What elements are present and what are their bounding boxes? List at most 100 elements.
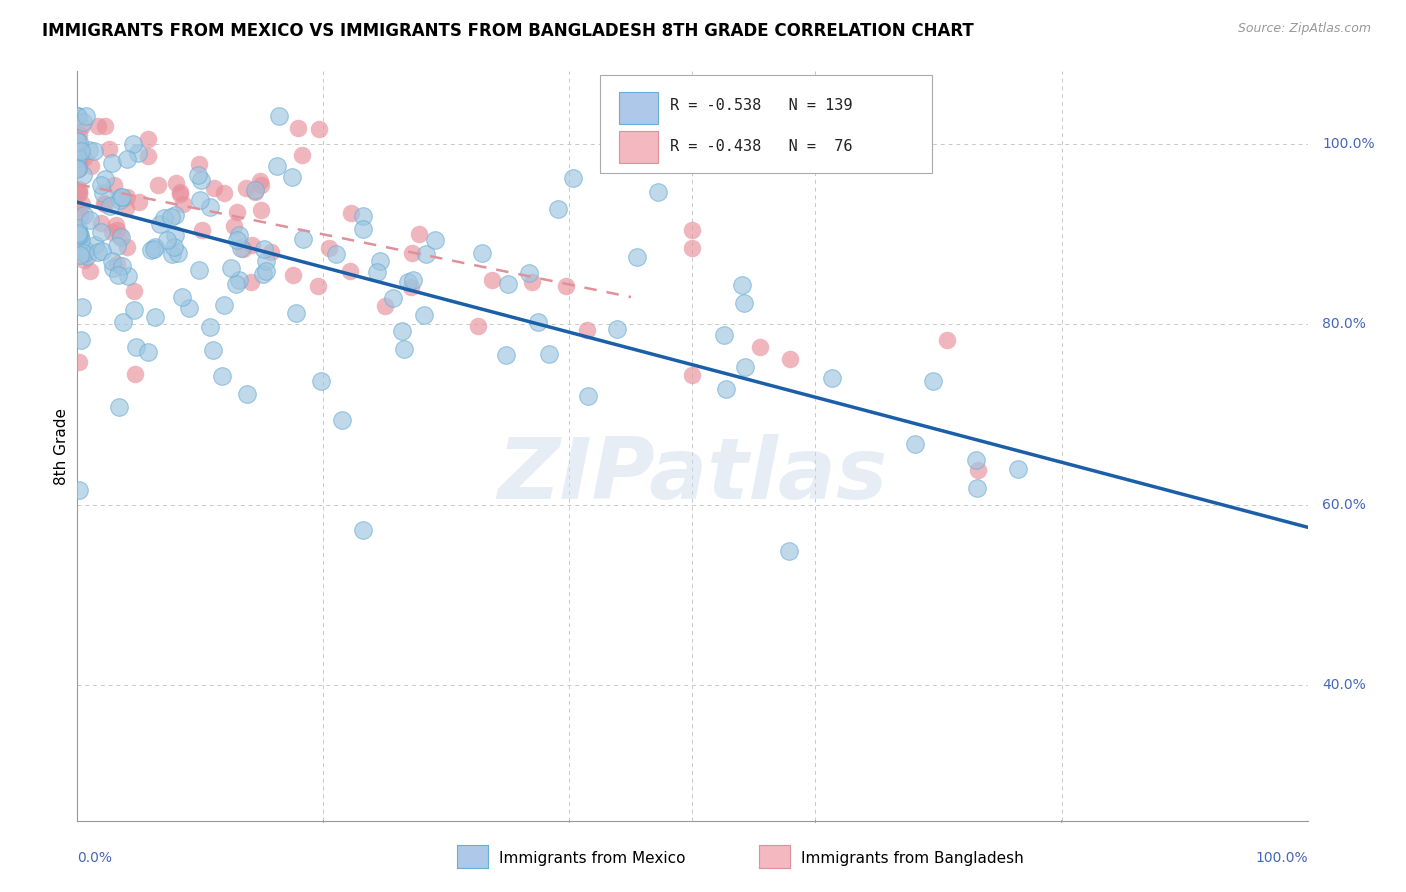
Point bbox=[67, 227, 90, 242]
Point bbox=[413, 308, 436, 322]
Point bbox=[72, 115, 94, 129]
Point bbox=[101, 260, 124, 275]
Point bbox=[308, 278, 330, 293]
FancyBboxPatch shape bbox=[619, 93, 658, 124]
Point bbox=[155, 233, 177, 247]
Point bbox=[228, 273, 250, 287]
Point bbox=[141, 244, 163, 258]
Point bbox=[401, 279, 423, 293]
Point bbox=[73, 208, 96, 222]
Point bbox=[467, 319, 489, 334]
Point bbox=[67, 203, 90, 218]
Text: ZIPatlas: ZIPatlas bbox=[498, 434, 887, 517]
Point bbox=[287, 120, 309, 135]
Point bbox=[67, 153, 90, 168]
Point bbox=[69, 144, 91, 158]
Point bbox=[108, 229, 131, 244]
Point bbox=[72, 168, 94, 182]
Point bbox=[231, 241, 253, 255]
Point bbox=[245, 183, 267, 197]
Point bbox=[76, 249, 98, 263]
Point bbox=[67, 354, 90, 368]
Point bbox=[682, 241, 704, 255]
Point bbox=[107, 400, 129, 414]
Point bbox=[370, 254, 392, 268]
Point bbox=[124, 367, 146, 381]
Point bbox=[366, 265, 388, 279]
Point bbox=[647, 185, 669, 199]
Point bbox=[308, 122, 330, 136]
Point bbox=[606, 322, 628, 336]
Point bbox=[66, 142, 89, 156]
Point bbox=[254, 264, 277, 278]
Point bbox=[66, 134, 89, 148]
Point bbox=[163, 239, 186, 253]
Point bbox=[219, 260, 242, 275]
Point bbox=[266, 160, 288, 174]
Point bbox=[232, 242, 254, 256]
Point bbox=[281, 268, 304, 283]
Point bbox=[91, 186, 114, 200]
Point bbox=[138, 344, 160, 359]
Point bbox=[80, 159, 103, 173]
Text: 0.0%: 0.0% bbox=[77, 851, 112, 864]
Point bbox=[481, 273, 503, 287]
Point bbox=[212, 298, 235, 312]
Point bbox=[90, 216, 112, 230]
Point bbox=[90, 178, 112, 192]
Point bbox=[69, 244, 91, 258]
Point bbox=[291, 232, 314, 246]
Point bbox=[136, 149, 159, 163]
Point bbox=[778, 544, 800, 558]
Point bbox=[187, 156, 209, 170]
Point bbox=[391, 324, 413, 338]
Point bbox=[374, 299, 396, 313]
Text: 100.0%: 100.0% bbox=[1256, 851, 1308, 864]
Point bbox=[682, 223, 704, 237]
Text: Source: ZipAtlas.com: Source: ZipAtlas.com bbox=[1237, 22, 1371, 36]
Point bbox=[202, 343, 225, 358]
Point bbox=[538, 347, 561, 361]
Point bbox=[122, 136, 145, 151]
Text: Immigrants from Bangladesh: Immigrants from Bangladesh bbox=[801, 852, 1024, 866]
Point bbox=[339, 264, 361, 278]
Point bbox=[115, 201, 138, 215]
Point bbox=[136, 131, 159, 145]
Point bbox=[125, 341, 148, 355]
Point bbox=[70, 209, 93, 223]
Point bbox=[108, 193, 131, 207]
Point bbox=[177, 301, 200, 316]
Point bbox=[111, 259, 134, 273]
Point bbox=[73, 243, 96, 257]
Point bbox=[79, 212, 101, 227]
Point bbox=[128, 195, 150, 210]
Point bbox=[309, 374, 332, 388]
Point bbox=[73, 245, 96, 260]
Text: IMMIGRANTS FROM MEXICO VS IMMIGRANTS FROM BANGLADESH 8TH GRADE CORRELATION CHART: IMMIGRANTS FROM MEXICO VS IMMIGRANTS FRO… bbox=[42, 22, 974, 40]
Point bbox=[734, 359, 756, 374]
Point bbox=[554, 279, 576, 293]
Point bbox=[111, 190, 134, 204]
Point bbox=[69, 227, 91, 242]
Y-axis label: 8th Grade: 8th Grade bbox=[53, 408, 69, 484]
Point bbox=[152, 211, 174, 226]
Point bbox=[67, 127, 90, 141]
Point bbox=[249, 174, 271, 188]
Point bbox=[214, 186, 236, 201]
Point bbox=[202, 181, 225, 195]
Point bbox=[70, 119, 93, 133]
Point bbox=[748, 340, 770, 354]
Point bbox=[733, 296, 755, 310]
Point bbox=[172, 197, 194, 211]
Point bbox=[240, 275, 263, 289]
Point bbox=[167, 246, 190, 260]
Point bbox=[226, 233, 249, 247]
Point bbox=[291, 148, 314, 162]
Point bbox=[904, 437, 927, 451]
Point bbox=[1007, 462, 1029, 476]
Point bbox=[105, 219, 128, 233]
Point bbox=[626, 250, 648, 264]
Point bbox=[352, 221, 374, 235]
Point bbox=[77, 144, 100, 158]
Point bbox=[396, 275, 419, 289]
